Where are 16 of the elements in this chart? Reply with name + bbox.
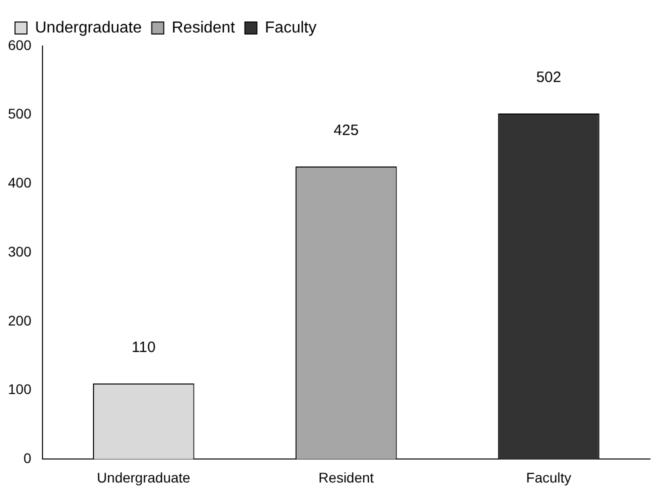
data-label: 110 [132,339,156,356]
y-tick-label: 600 [8,36,32,53]
legend-label: Faculty [264,19,316,36]
x-tick-label: Resident [318,469,374,486]
y-tick-label: 400 [8,174,32,191]
data-label: 425 [334,122,359,140]
legend-label: Resident [172,19,236,36]
y-tick-label: 0 [24,450,32,466]
y-tick-label: 100 [8,381,32,398]
data-label: 502 [536,69,562,86]
legend-label: Undergraduate [35,19,142,36]
x-tick-label: Faculty [526,469,572,486]
y-tick-label: 200 [8,312,32,328]
x-tick-label: Undergraduate [96,469,191,486]
y-tick-label: 500 [8,106,32,122]
y-tick-label: 300 [8,243,32,260]
